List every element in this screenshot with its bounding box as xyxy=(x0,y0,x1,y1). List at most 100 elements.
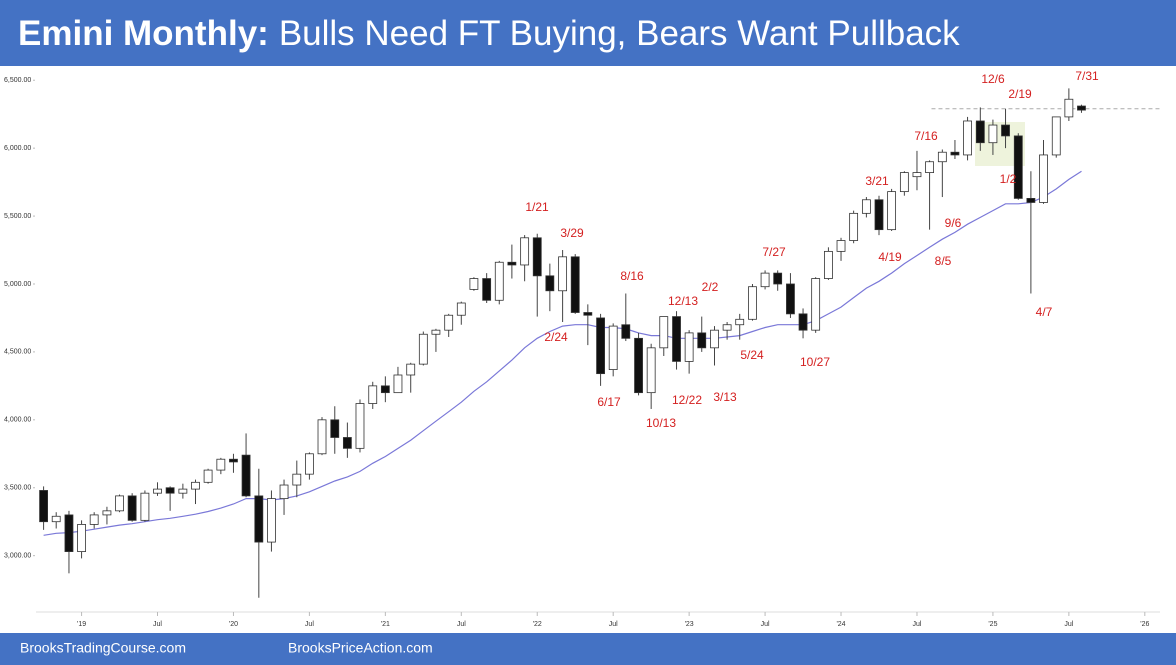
annotation: 9/6 xyxy=(945,216,962,230)
x-tick-label: '23 xyxy=(685,621,694,628)
candle-body xyxy=(710,329,719,349)
annotation: 1/2 xyxy=(1000,172,1017,186)
candle-body xyxy=(937,151,947,163)
annotation: 2/2 xyxy=(702,280,719,294)
x-tick-label: Jul xyxy=(912,621,921,628)
candle-body xyxy=(494,261,504,301)
candle-body xyxy=(456,302,466,316)
candle-body xyxy=(153,488,162,494)
candle-body xyxy=(1039,154,1048,203)
candle-body xyxy=(773,272,783,285)
y-tick-label: 4,000.00 xyxy=(4,417,31,424)
candle-body xyxy=(748,286,757,320)
y-tick-label: 6,500.00 xyxy=(4,77,31,84)
candle-body xyxy=(431,329,441,335)
annotation: 12/22 xyxy=(672,393,702,407)
annotation: 10/27 xyxy=(800,355,830,369)
candle-body xyxy=(684,332,694,362)
candle-body xyxy=(545,275,555,292)
candle-body xyxy=(444,314,454,331)
y-tick-label: 4,500.00 xyxy=(4,349,31,356)
candle-body xyxy=(532,237,542,277)
candle-body xyxy=(39,490,48,523)
annotation: 3/29 xyxy=(560,226,584,240)
annotation: 3/21 xyxy=(865,174,889,188)
title-text: Bulls Need FT Buying, Bears Want Pullbac… xyxy=(279,14,960,53)
x-tick-label: Jul xyxy=(609,621,618,628)
candle-body xyxy=(1013,135,1023,199)
candle-body xyxy=(861,199,871,214)
y-tick-label: 5,500.00 xyxy=(4,213,31,220)
candle-body xyxy=(912,172,922,178)
candle-body xyxy=(659,316,669,349)
candle-body xyxy=(722,324,732,331)
candle-body xyxy=(583,312,593,316)
x-tick-label: '25 xyxy=(988,621,997,628)
annotation: 3/13 xyxy=(713,390,737,404)
annotation: 6/17 xyxy=(597,395,621,409)
candle-body xyxy=(646,347,656,394)
candle-body xyxy=(51,515,61,523)
x-tick-label: '22 xyxy=(533,621,542,628)
candle-body xyxy=(216,458,226,471)
candle-body xyxy=(925,161,934,173)
annotation: 1/21 xyxy=(525,200,549,214)
candle-body xyxy=(672,316,681,362)
candle-body xyxy=(292,473,302,486)
candle-body xyxy=(1077,105,1086,111)
candle-body xyxy=(1026,198,1036,203)
candle-body xyxy=(634,337,643,394)
chart-title: Emini Monthly: Bulls Need FT Buying, Bear… xyxy=(18,14,960,53)
candle-body xyxy=(596,317,605,375)
candle-body xyxy=(127,495,137,521)
footer-text: BrooksTradingCourse.com xyxy=(20,640,186,656)
candle-body xyxy=(558,256,568,292)
candle-body xyxy=(811,278,821,331)
candle-body xyxy=(874,199,884,231)
candle-body xyxy=(887,191,897,231)
candle-body xyxy=(1051,116,1061,156)
candle-body xyxy=(279,484,289,500)
x-tick-label: Jul xyxy=(305,621,314,628)
candle-body xyxy=(355,403,365,449)
y-tick-label: 3,000.00 xyxy=(4,553,31,560)
candle-body xyxy=(418,333,428,365)
candle-body xyxy=(950,151,960,156)
x-tick-label: Jul xyxy=(761,621,770,628)
candle-body xyxy=(342,437,352,449)
annotation: 4/19 xyxy=(878,250,902,264)
title-bold: Emini Monthly: xyxy=(18,14,269,53)
x-tick-label: Jul xyxy=(153,621,162,628)
candle-body xyxy=(178,488,188,494)
candle-body xyxy=(786,283,795,315)
candle-body xyxy=(89,514,99,525)
candle-body xyxy=(102,510,112,516)
annotation: 7/16 xyxy=(914,129,938,143)
x-tick-label: Jul xyxy=(1064,621,1073,628)
candle-body xyxy=(305,453,314,475)
candle-body xyxy=(380,385,390,394)
candle-body xyxy=(760,272,770,288)
candle-body xyxy=(115,495,124,512)
candle-body xyxy=(330,419,340,438)
annotation: 8/5 xyxy=(935,254,952,268)
candle-body xyxy=(77,524,86,552)
candle-body xyxy=(241,454,251,497)
candle-body xyxy=(191,481,200,490)
annotation: 7/27 xyxy=(762,245,786,259)
x-tick-label: '26 xyxy=(1140,621,1149,628)
candle-body xyxy=(988,124,998,144)
candle-body xyxy=(1001,124,1010,137)
y-tick-label: 6,000.00 xyxy=(4,145,31,152)
candle-body xyxy=(849,212,859,241)
annotation: 2/24 xyxy=(544,330,568,344)
candle-body xyxy=(469,278,479,290)
candle-body xyxy=(368,385,378,404)
x-tick-label: '21 xyxy=(381,621,390,628)
candle-body xyxy=(64,514,74,552)
annotation: 12/13 xyxy=(668,294,698,308)
x-tick-label: '24 xyxy=(836,621,845,628)
y-tick-label: 5,000.00 xyxy=(4,281,31,288)
title-bar xyxy=(0,0,1176,66)
